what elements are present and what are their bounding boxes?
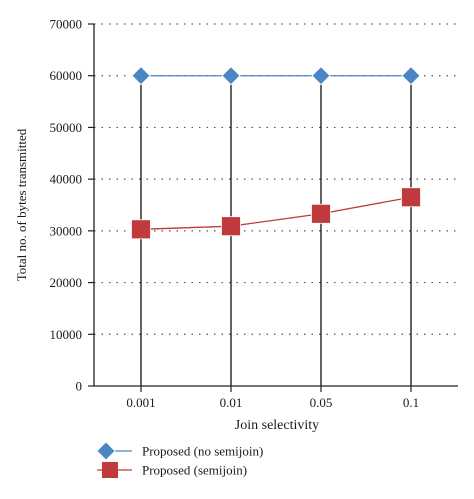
legend-label-1: Proposed (no semijoin) [142, 444, 263, 459]
y-tick-label: 0 [76, 379, 83, 394]
legend: Proposed (no semijoin) Proposed (semijoin… [96, 441, 263, 478]
legend-marker-2 [102, 462, 118, 478]
x-tick-label: 0.1 [403, 395, 419, 410]
axes [88, 23, 458, 392]
data-point-series-1 [311, 66, 331, 86]
y-tick-label: 40000 [50, 172, 83, 187]
x-tick-label: 0.01 [220, 395, 243, 410]
x-axis-label: Join selectivity [235, 418, 319, 433]
y-axis-label: Total no. of bytes transmitted [14, 128, 29, 281]
y-tick-label: 20000 [50, 275, 83, 290]
y-tick-label: 30000 [50, 223, 83, 238]
y-tick-label: 50000 [50, 120, 83, 135]
data-point-series-2 [311, 203, 331, 224]
x-tick-label: 0.001 [126, 395, 155, 410]
category-drop-lines [140, 75, 412, 386]
grid-lines [94, 23, 458, 335]
y-tick-label: 70000 [50, 17, 83, 32]
series-layer [131, 66, 421, 240]
data-point-series-1 [131, 66, 151, 86]
y-tick-label: 10000 [50, 327, 83, 342]
data-point-series-2 [401, 187, 421, 208]
x-tick-label: 0.05 [310, 395, 333, 410]
data-point-series-2 [131, 219, 151, 240]
legend-marker-1 [96, 441, 116, 461]
y-tick-labels: 0 10000 20000 30000 40000 50000 60000 70000 [50, 17, 83, 394]
data-point-series-1 [221, 66, 241, 86]
y-tick-label: 60000 [50, 68, 83, 83]
data-point-series-2 [221, 216, 241, 237]
legend-label-2: Proposed (semijoin) [142, 463, 247, 478]
series-line-2 [140, 196, 412, 230]
data-point-series-1 [401, 66, 421, 86]
x-tick-labels: 0.001 0.01 0.05 0.1 [126, 395, 419, 410]
